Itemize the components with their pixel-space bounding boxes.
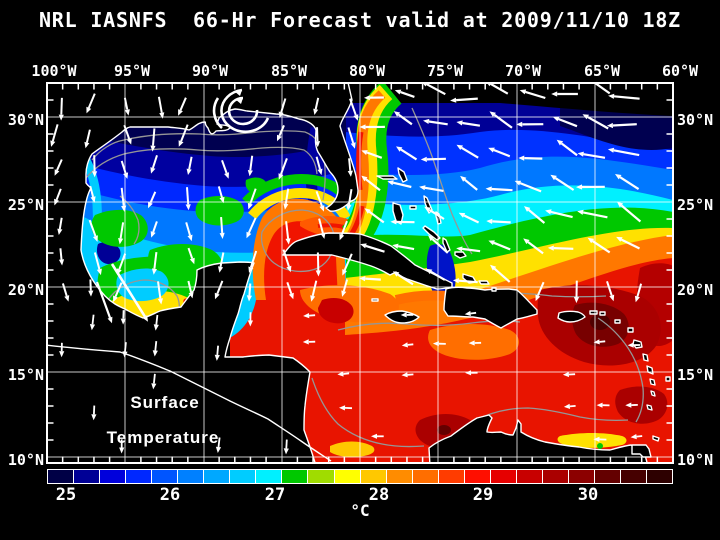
- map-frame: [46, 82, 674, 464]
- lon-label-65w: 65°W: [583, 62, 621, 80]
- cayman-land: [371, 298, 379, 302]
- lon-label-60w: 60°W: [661, 62, 699, 80]
- colorbar-segment: [464, 470, 490, 483]
- colorbar-segment: [647, 470, 673, 483]
- lat-label-right-20n: 20°N: [677, 281, 714, 299]
- lat-label-left-25n: 25°N: [7, 196, 44, 214]
- figure-title: NRL IASNFS 66-Hr Forecast valid at 2009/…: [38, 8, 682, 32]
- lon-label-95w: 95°W: [113, 62, 151, 80]
- lat-label-left-30n: 30°N: [7, 111, 44, 129]
- colorbar-segment: [204, 470, 230, 483]
- axis-ticks: [48, 84, 672, 462]
- colorbar-unit: °C: [350, 501, 370, 520]
- colorbar-segment: [100, 470, 126, 483]
- colorbar-segment: [178, 470, 204, 483]
- colorbar-tick-30: 30: [577, 485, 599, 505]
- colorbar-segment: [516, 470, 542, 483]
- colorbar-segment: [412, 470, 438, 483]
- annotation-surface: Surface: [130, 393, 200, 412]
- colorbar-tick-28: 28: [368, 485, 390, 505]
- hispaniola-land: [443, 286, 538, 329]
- lat-label-left-10n: 10°N: [7, 451, 44, 469]
- pacific-coastline: [48, 344, 332, 462]
- colorbar-segment: [308, 470, 334, 483]
- lat-label-right-30n: 30°N: [677, 111, 714, 129]
- temperature-colorbar: [47, 469, 673, 484]
- colorbar-segment: [386, 470, 412, 483]
- lat-label-right-10n: 10°N: [677, 451, 714, 469]
- colorbar-tick-27: 27: [264, 485, 286, 505]
- lesser-antilles-islands: [589, 310, 671, 458]
- colorbar-segment: [542, 470, 568, 483]
- lat-label-right-25n: 25°N: [677, 196, 714, 214]
- colorbar-tick-29: 29: [472, 485, 494, 505]
- colorbar-tick-26: 26: [159, 485, 181, 505]
- lon-label-75w: 75°W: [426, 62, 464, 80]
- colorbar-segment: [360, 470, 386, 483]
- colorbar-segment: [334, 470, 360, 483]
- colorbar-segment: [152, 470, 178, 483]
- colorbar-segment: [48, 470, 74, 483]
- annotation-temperature: Temperature: [106, 428, 220, 447]
- lat-label-left-20n: 20°N: [7, 281, 44, 299]
- cyclone-swirl-arrows: [212, 88, 270, 134]
- cuba-land: [282, 232, 453, 290]
- puerto-rico-land: [557, 310, 586, 323]
- colorbar-segment: [256, 470, 282, 483]
- lon-label-90w: 90°W: [191, 62, 229, 80]
- colorbar-segment: [230, 470, 256, 483]
- bahamas-islands: [376, 167, 497, 292]
- colorbar-segment: [568, 470, 594, 483]
- lon-label-85w: 85°W: [270, 62, 308, 80]
- colorbar-segment: [126, 470, 152, 483]
- lat-label-left-15n: 15°N: [7, 366, 44, 384]
- colorbar-segment: [438, 470, 464, 483]
- colorbar-segment: [490, 470, 516, 483]
- colorbar-tick-25: 25: [55, 485, 77, 505]
- colorbar-segment: [594, 470, 621, 483]
- lon-label-70w: 70°W: [504, 62, 542, 80]
- lon-label-100w: 100°W: [31, 62, 77, 80]
- lon-label-80w: 80°W: [348, 62, 386, 80]
- colorbar-segment: [621, 470, 647, 483]
- colorbar-segment: [74, 470, 100, 483]
- colorbar-segment: [282, 470, 308, 483]
- wind-arrows: [50, 84, 643, 455]
- lat-label-right-15n: 15°N: [677, 366, 714, 384]
